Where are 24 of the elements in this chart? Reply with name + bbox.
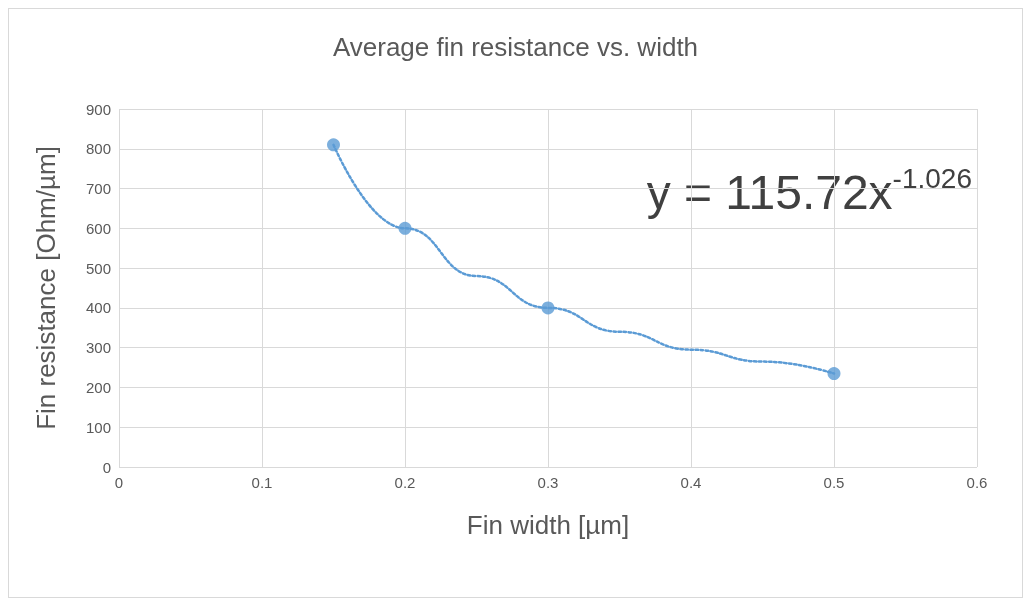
y-tick-label: 800 [85,140,111,158]
point [327,138,340,152]
x-tick-label: 0.3 [537,474,559,491]
y-tick-label: 400 [85,299,111,317]
x-tick-label: 0 [114,474,124,491]
y-tick-label: 100 [85,418,111,436]
y-tick-label: 0 [102,458,111,476]
x-tick-label: 0.2 [394,474,416,491]
y-tick-label: 200 [85,378,111,396]
x-tick-label: 0.6 [966,474,988,491]
x-tick-label: 0.1 [251,474,273,491]
y-tick-label: 300 [85,339,111,357]
point [541,301,555,315]
x-tick-label: 0.4 [680,474,702,491]
y-tick-label: 900 [85,100,111,118]
y-tick-label: 500 [85,259,111,277]
y-tick-label: 700 [85,180,111,198]
x-tick-label: 0.5 [823,474,845,491]
point [398,221,412,235]
y-axis-title: Fin resistance [Ohm/µm] [31,146,61,430]
y-tick-label: 600 [85,219,111,237]
x-axis-title: Fin width [µm] [466,510,630,540]
point [827,367,841,381]
chart-title: Average fin resistance vs. width [332,32,699,62]
